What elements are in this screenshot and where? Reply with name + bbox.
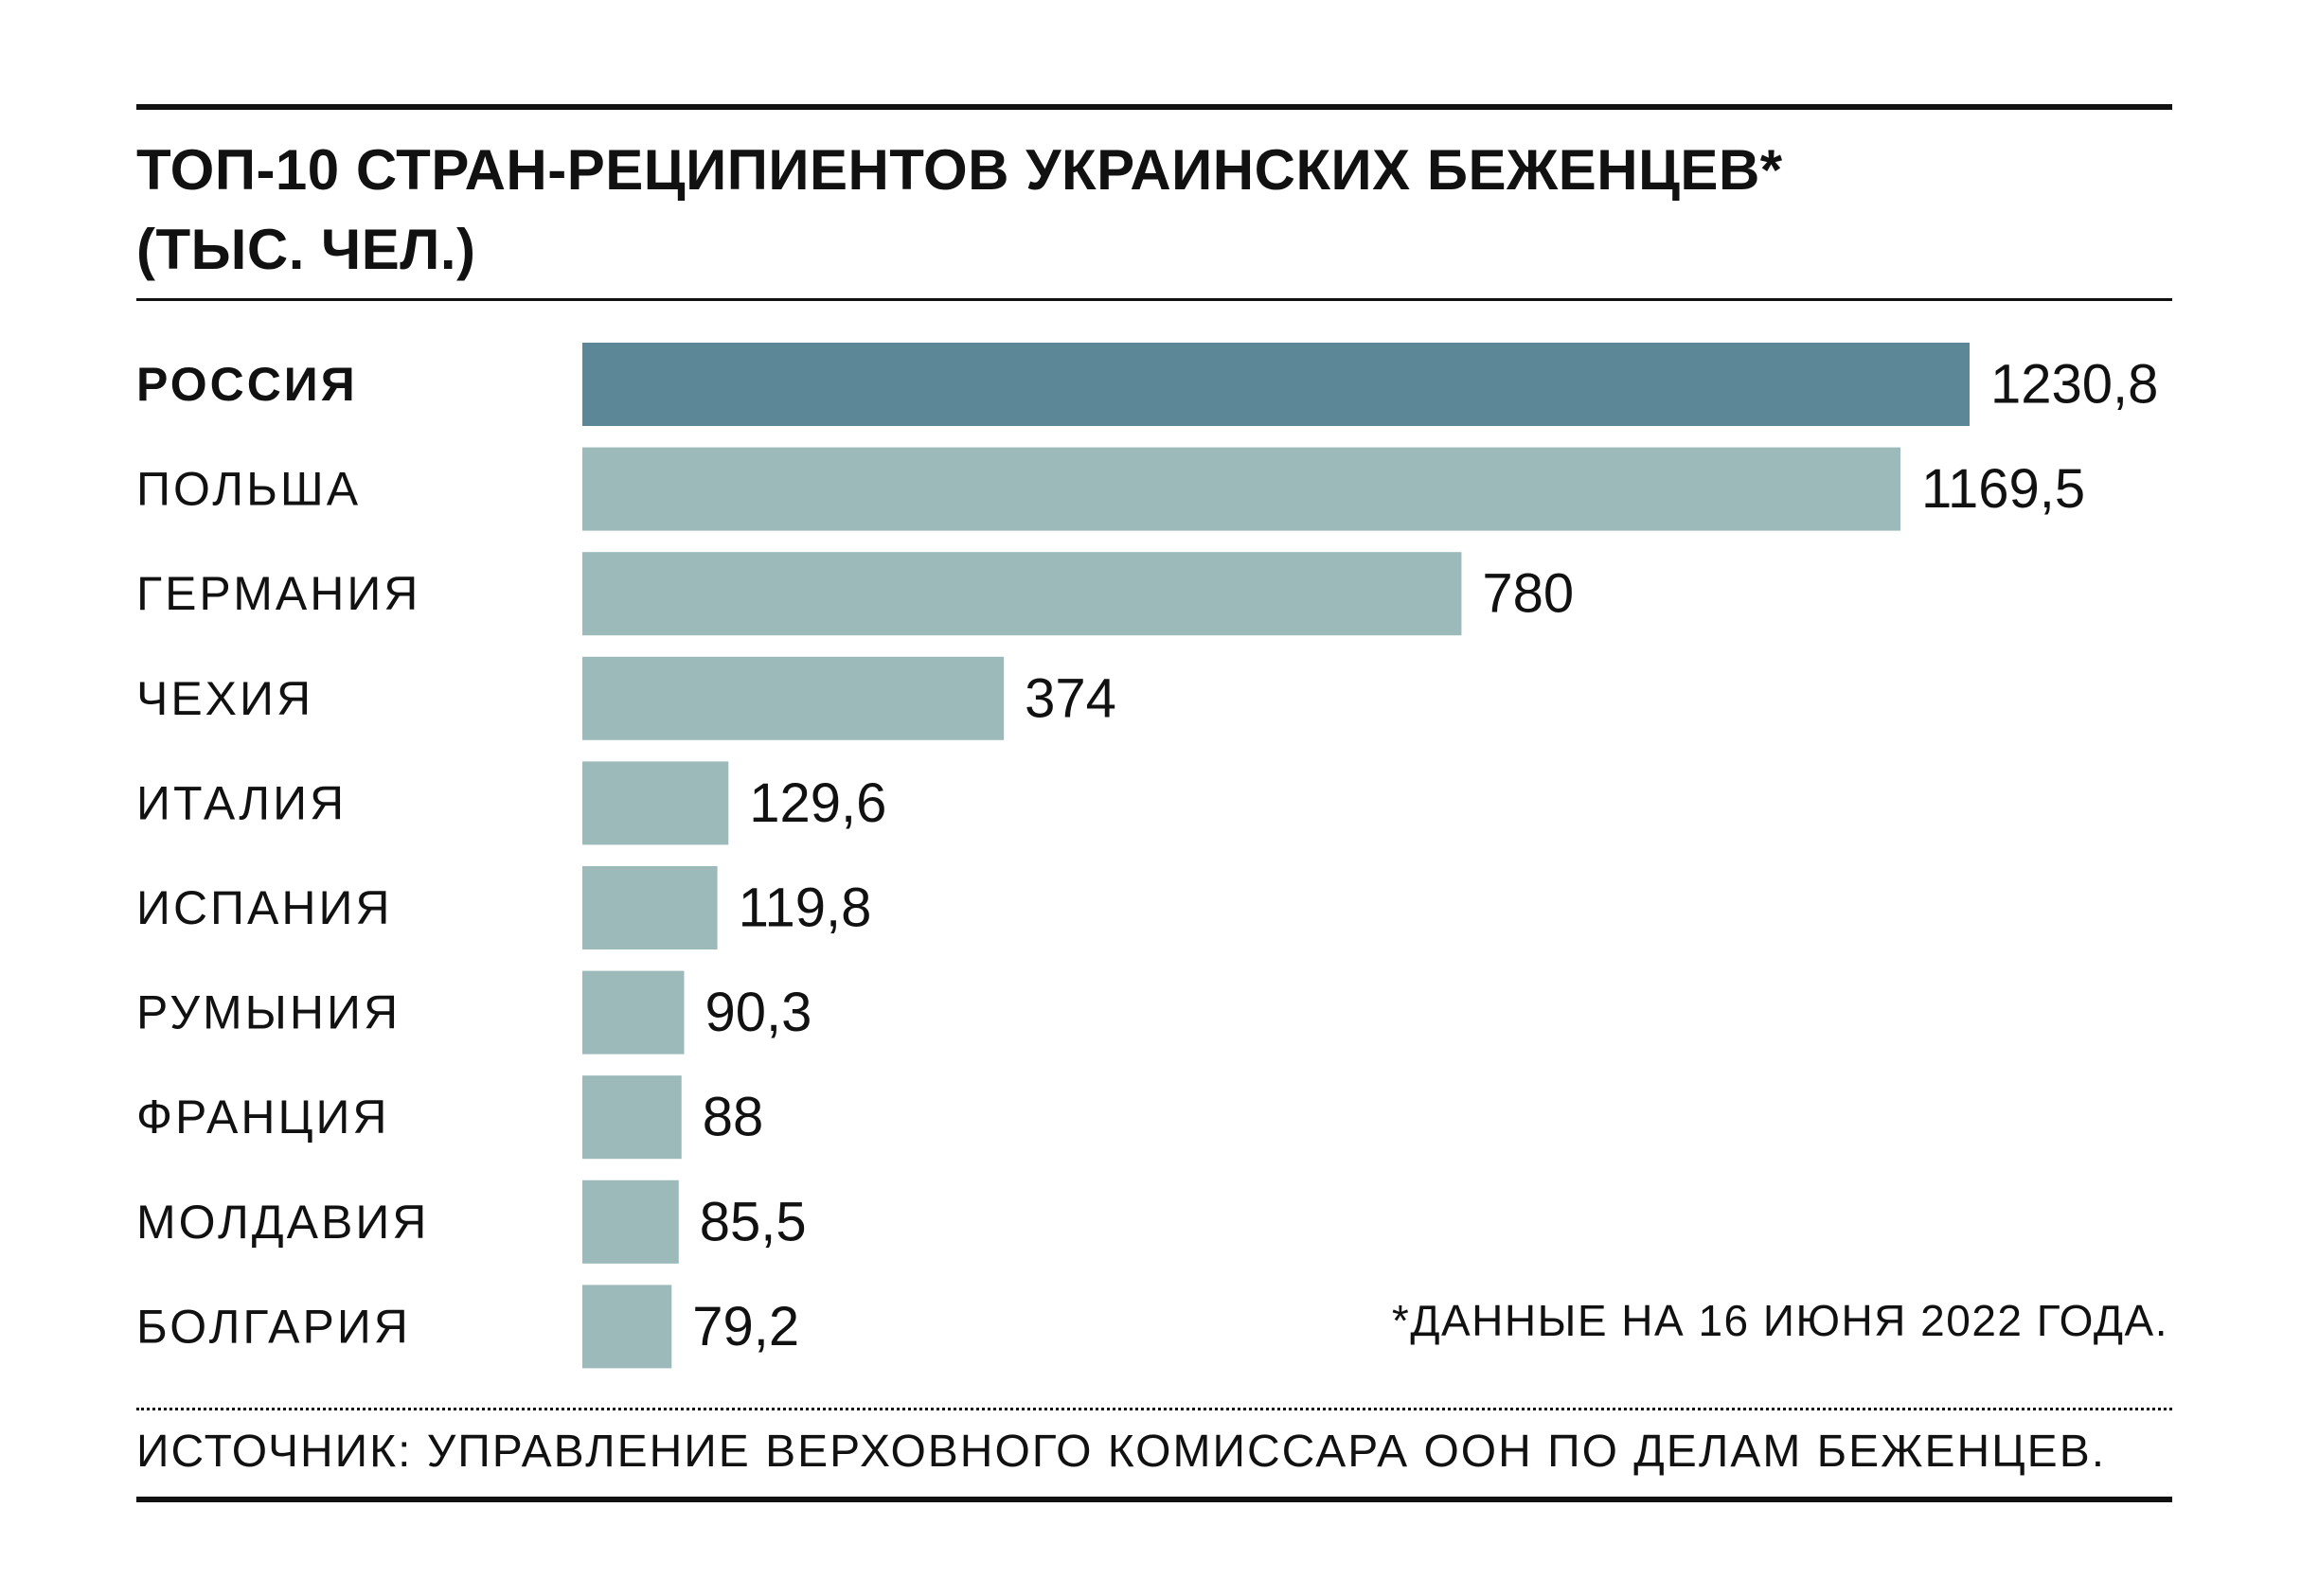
value-label: 374 xyxy=(1025,667,1116,729)
dotted-divider xyxy=(136,1408,2172,1410)
value-label: 780 xyxy=(1482,563,1574,625)
category-label: ИСПАНИЯ xyxy=(136,881,393,934)
bottom-rule xyxy=(136,1497,2172,1502)
chart-title: ТОП-10 СТРАН-РЕЦИПИЕНТОВ УКРАИНСКИХ БЕЖЕ… xyxy=(136,131,2163,290)
bar xyxy=(582,447,1901,531)
bar xyxy=(582,1075,682,1160)
bar xyxy=(582,1285,672,1369)
category-label: МОЛДАВИЯ xyxy=(136,1196,429,1249)
value-label: 119,8 xyxy=(739,878,872,939)
category-label: ФРАНЦИЯ xyxy=(136,1091,390,1144)
value-label: 85,5 xyxy=(700,1191,807,1252)
value-label: 79,2 xyxy=(692,1296,799,1357)
bar xyxy=(582,866,718,949)
category-label: РУМЫНИЯ xyxy=(136,986,401,1039)
bar xyxy=(582,761,729,845)
value-label: 88 xyxy=(703,1087,764,1148)
category-label: БОЛГАРИЯ xyxy=(136,1300,411,1353)
title-line-1: ТОП-10 СТРАН-РЕЦИПИЕНТОВ УКРАИНСКИХ БЕЖЕ… xyxy=(136,138,1783,202)
category-label: ИТАЛИЯ xyxy=(136,776,347,829)
category-label: ГЕРМАНИЯ xyxy=(136,567,420,620)
category-label: ПОЛЬША xyxy=(136,463,361,516)
value-label: 1230,8 xyxy=(1990,354,2158,416)
bar xyxy=(582,343,1970,426)
data-date-note: *ДАННЫЕ НА 16 ИЮНЯ 2022 ГОДА. xyxy=(1391,1296,2168,1345)
bar xyxy=(582,1179,679,1264)
bar xyxy=(582,970,685,1055)
value-label: 129,6 xyxy=(749,772,886,834)
category-label: ЧЕХИЯ xyxy=(136,672,313,725)
title-divider xyxy=(136,298,2172,301)
bar xyxy=(582,656,1005,740)
bar xyxy=(582,552,1462,636)
top-rule xyxy=(136,104,2172,110)
value-label: 1169,5 xyxy=(1921,458,2085,520)
source-note: ИСТОЧНИК: УПРАВЛЕНИЕ ВЕРХОВНОГО КОМИССАР… xyxy=(136,1427,2107,1477)
category-label: РОССИЯ xyxy=(136,358,358,411)
title-line-2: (ТЫС. ЧЕЛ.) xyxy=(136,218,476,281)
value-label: 90,3 xyxy=(705,982,812,1043)
